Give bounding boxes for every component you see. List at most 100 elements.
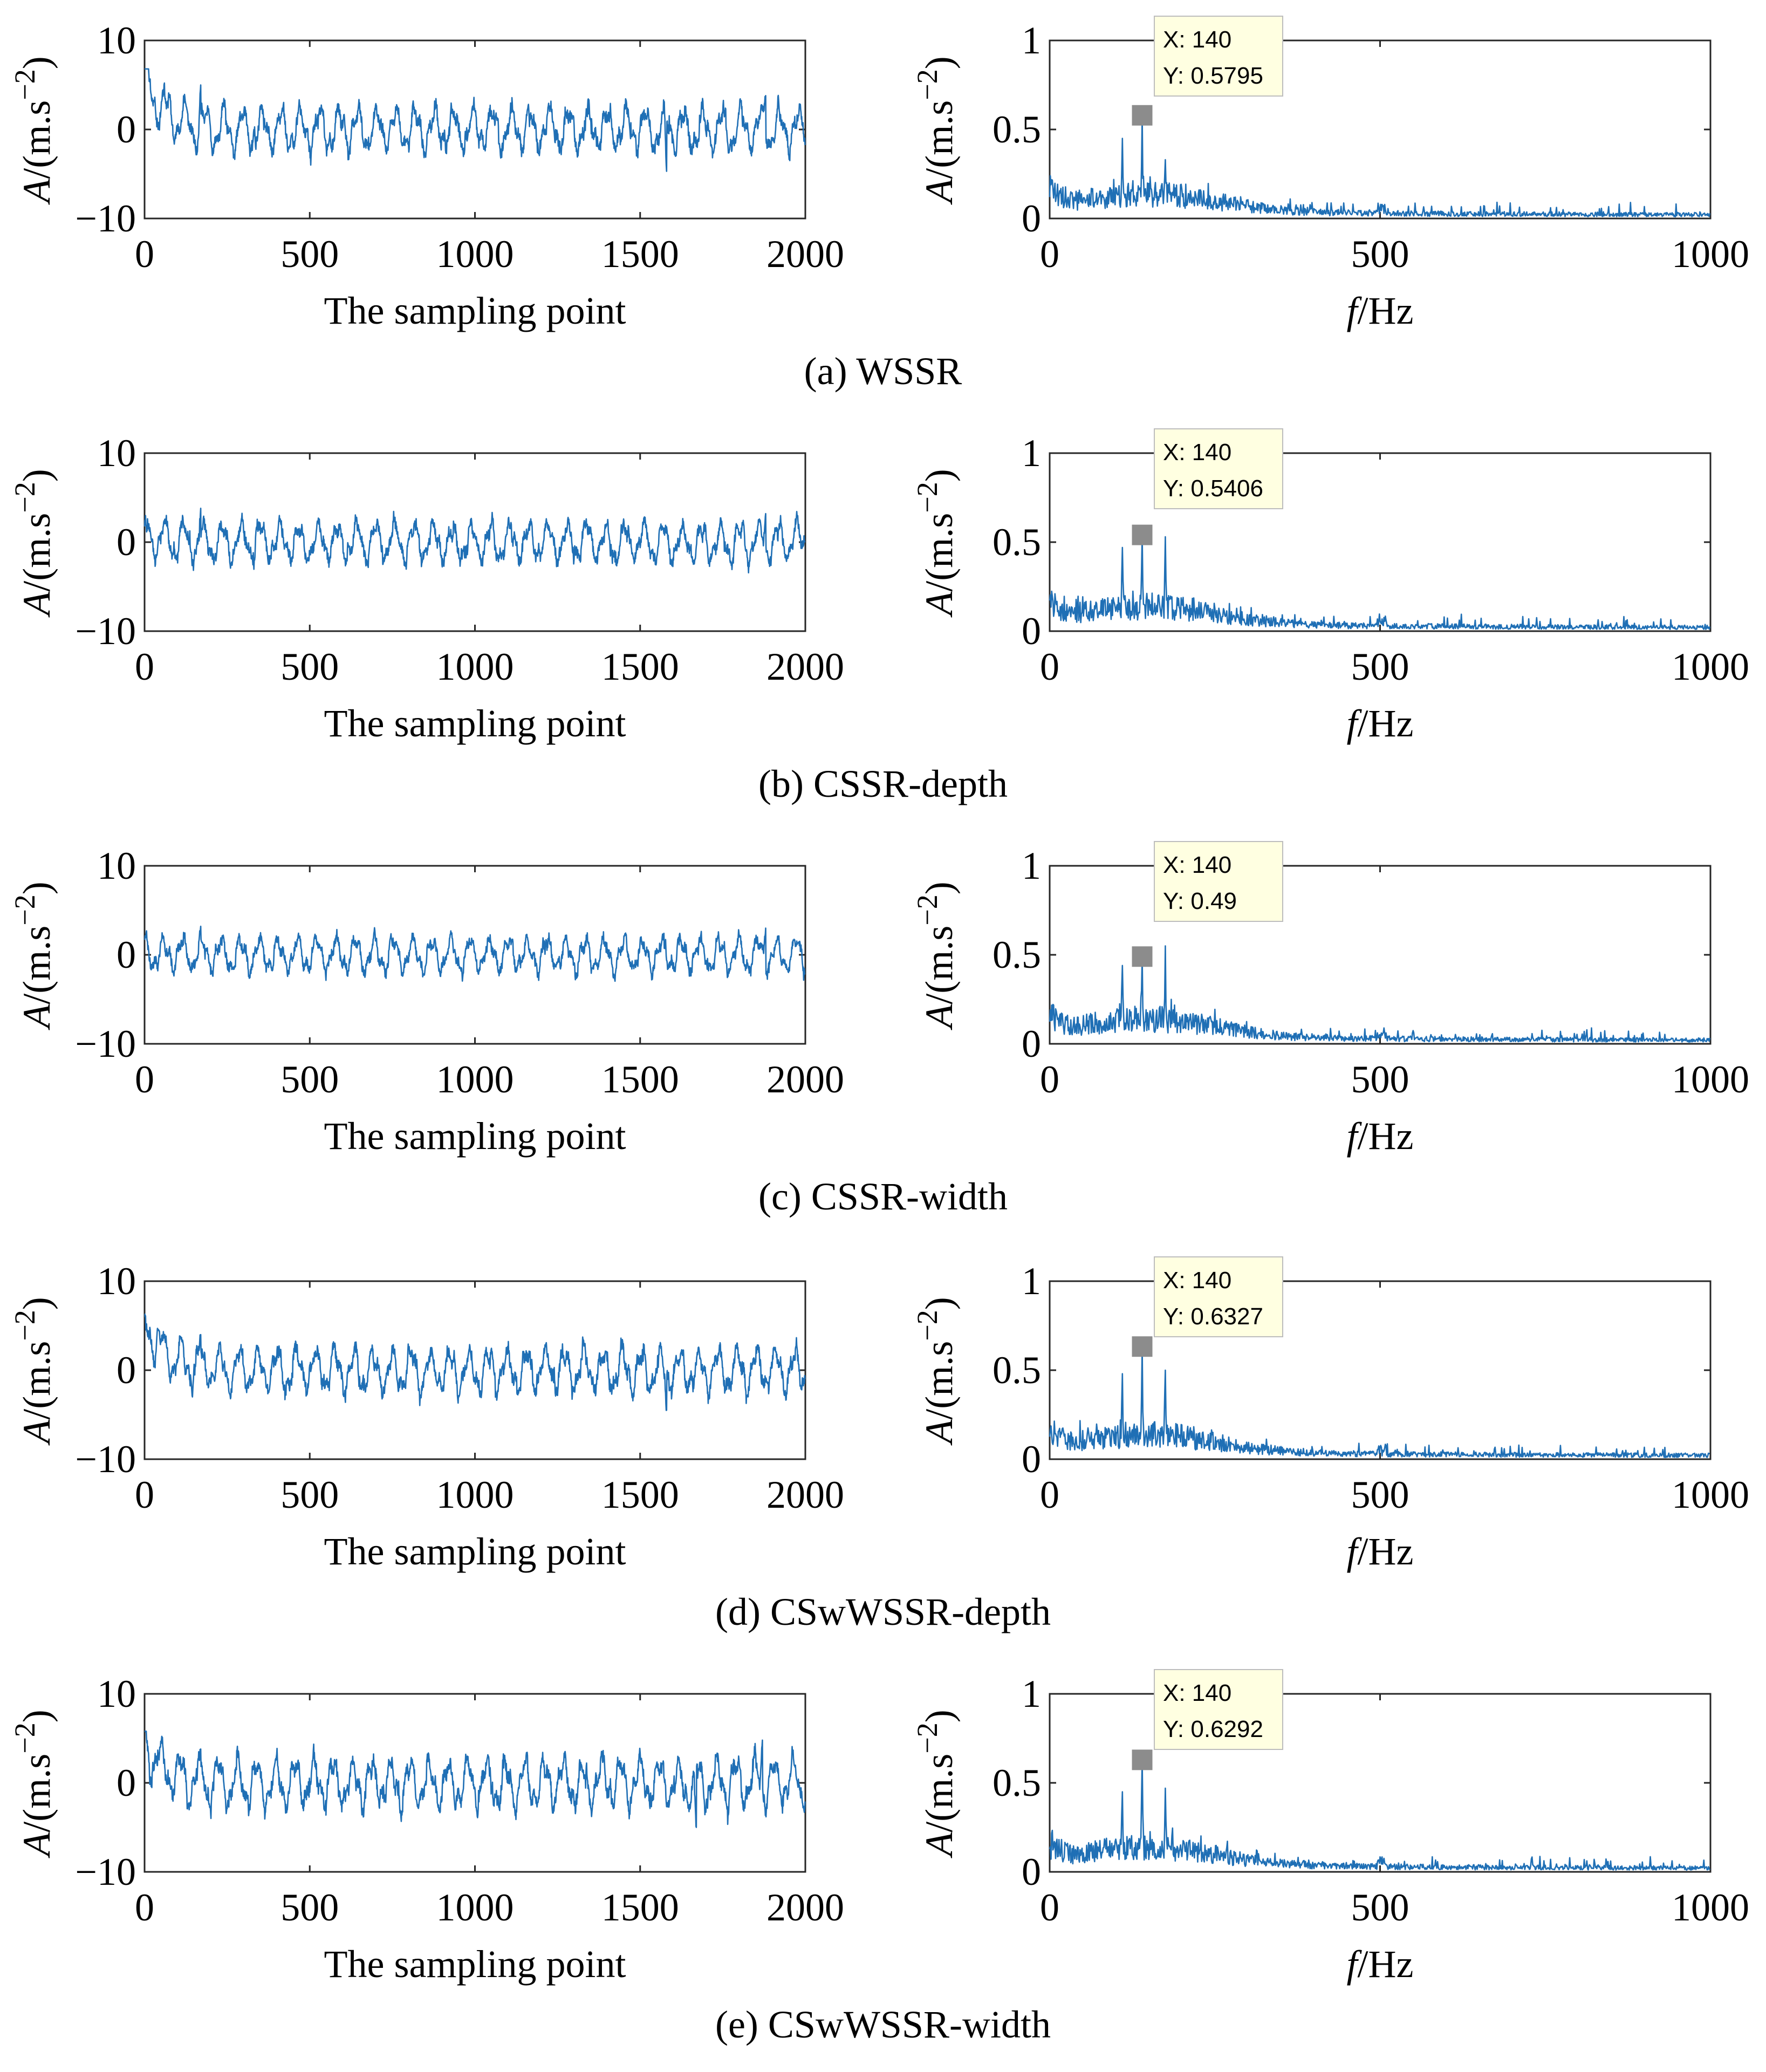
freq-ytick-label: 0 <box>1022 1850 1041 1893</box>
time-xlabel: The sampling point <box>324 1114 626 1158</box>
time-ytick-label: 0 <box>117 1761 136 1804</box>
time-ytick-label: 0 <box>117 108 136 151</box>
datatip-box <box>1154 841 1283 922</box>
time-xtick-label: 500 <box>280 645 339 688</box>
time-xtick-label: 2000 <box>766 232 844 276</box>
time-xtick-label: 500 <box>280 1886 339 1929</box>
datatip-y-text: Y: 0.6292 <box>1163 1716 1263 1742</box>
time-xlabel: The sampling point <box>324 1530 626 1573</box>
datatip[interactable]: X: 140 Y: 0.49 <box>1132 841 1283 967</box>
time-ytick-label: 10 <box>97 844 136 887</box>
spectrum-plot: 0 500 1000 0 0.5 1 f/Hz A/(m.s−2) X: 140 Y: 0.632… <box>911 1256 1749 1573</box>
time-ytick-label: 10 <box>97 19 136 62</box>
time-ytick-label: 0 <box>117 1349 136 1392</box>
freq-ylabel: A/(m.s−2) <box>911 881 961 1030</box>
time-xtick-label: 1000 <box>436 1473 514 1516</box>
freq-xtick-label: 1000 <box>1672 232 1749 276</box>
time-ytick-label: −10 <box>75 197 136 240</box>
freq-xtick-label: 0 <box>1040 1886 1059 1929</box>
time-xtick-label: 1000 <box>436 1058 514 1101</box>
freq-ytick-label: 1 <box>1022 432 1041 475</box>
freq-ytick-label: 0 <box>1022 1022 1041 1065</box>
datatip-marker[interactable] <box>1132 1336 1153 1357</box>
datatip[interactable]: X: 140 Y: 0.5406 <box>1132 428 1283 545</box>
freq-ytick-label: 1 <box>1022 1672 1041 1715</box>
freq-xtick-label: 500 <box>1351 232 1409 276</box>
time-xtick-label: 500 <box>280 232 339 276</box>
datatip-x-text: X: 140 <box>1163 1680 1231 1706</box>
time-signal-line <box>143 508 806 574</box>
spectrum-plot: 0 500 1000 0 0.5 1 f/Hz A/(m.s−2) X: 140 Y: 0.49 <box>911 841 1749 1158</box>
freq-xtick-label: 1000 <box>1672 645 1749 688</box>
datatip-x-text: X: 140 <box>1163 1267 1231 1294</box>
time-xlabel: The sampling point <box>324 1943 626 1986</box>
spectrum-plot: 0 500 1000 0 0.5 1 f/Hz A/(m.s−2) X: 140 Y: 0.629… <box>911 1669 1749 1986</box>
time-xtick-label: 1500 <box>601 645 679 688</box>
freq-ylabel: A/(m.s−2) <box>911 1709 961 1858</box>
time-signal-line <box>144 1313 806 1411</box>
freq-ylabel: A/(m.s−2) <box>911 469 961 617</box>
time-xtick-label: 0 <box>135 1058 154 1101</box>
panel-caption: (d) CSwWSSR-depth <box>715 1590 1051 1633</box>
freq-xtick-label: 0 <box>1040 1058 1059 1101</box>
time-ylabel: A/(m.s−2) <box>9 1709 58 1858</box>
datatip-marker[interactable] <box>1132 946 1153 967</box>
time-xtick-label: 1500 <box>601 1473 679 1516</box>
panel-caption: (e) CSwWSSR-width <box>715 2003 1051 2046</box>
freq-ylabel: A/(m.s−2) <box>911 56 961 204</box>
time-xtick-label: 1000 <box>436 1886 514 1929</box>
time-xtick-label: 0 <box>135 1473 154 1516</box>
time-signal-line <box>144 1731 806 1828</box>
freq-ytick-label: 1 <box>1022 1260 1041 1303</box>
datatip[interactable]: X: 140 Y: 0.6327 <box>1132 1256 1283 1357</box>
datatip-x-text: X: 140 <box>1163 852 1231 878</box>
datatip[interactable]: X: 140 Y: 0.5795 <box>1132 16 1283 126</box>
time-xtick-label: 0 <box>135 232 154 276</box>
freq-xtick-label: 1000 <box>1672 1886 1749 1929</box>
datatip-x-text: X: 140 <box>1163 26 1231 53</box>
spectrum-line <box>1049 945 1711 1043</box>
freq-xtick-label: 1000 <box>1672 1473 1749 1516</box>
time-xtick-label: 1500 <box>601 232 679 276</box>
time-xlabel: The sampling point <box>324 289 626 332</box>
time-xtick-label: 0 <box>135 1886 154 1929</box>
time-signal-line <box>143 925 806 982</box>
datatip-marker[interactable] <box>1132 1749 1153 1770</box>
time-ylabel: A/(m.s−2) <box>9 1297 58 1445</box>
freq-xtick-label: 500 <box>1351 1473 1409 1516</box>
datatip-x-text: X: 140 <box>1163 439 1231 466</box>
time-xtick-label: 0 <box>135 645 154 688</box>
time-ytick-label: −10 <box>75 1022 136 1065</box>
datatip-box <box>1154 1256 1283 1337</box>
time-xtick-label: 1000 <box>436 232 514 276</box>
datatip-y-text: Y: 0.5795 <box>1163 63 1263 89</box>
time-xlabel: The sampling point <box>324 702 626 745</box>
freq-ytick-label: 0.5 <box>992 108 1041 151</box>
datatip-box <box>1154 1669 1283 1750</box>
spectrum-plot: 0 500 1000 0 0.5 1 f/Hz A/(m.s−2) X: 140 Y: 0.579… <box>911 16 1749 332</box>
time-xtick-label: 2000 <box>766 1473 844 1516</box>
freq-ytick-label: 0.5 <box>992 521 1041 564</box>
time-ytick-label: 0 <box>117 521 136 564</box>
time-ytick-label: 0 <box>117 933 136 976</box>
freq-xtick-label: 0 <box>1040 645 1059 688</box>
spectrum-line <box>1049 114 1711 217</box>
datatip-marker[interactable] <box>1132 105 1153 126</box>
time-ytick-label: −10 <box>75 1850 136 1893</box>
datatip[interactable]: X: 140 Y: 0.6292 <box>1132 1669 1283 1770</box>
panel-caption: (a) WSSR <box>804 350 962 393</box>
freq-ytick-label: 0.5 <box>992 1349 1041 1392</box>
time-ylabel: A/(m.s−2) <box>9 469 58 617</box>
freq-xlabel: f/Hz <box>1347 1530 1414 1573</box>
freq-xlabel: f/Hz <box>1347 702 1414 745</box>
freq-ytick-label: 1 <box>1022 19 1041 62</box>
freq-xlabel: f/Hz <box>1347 1114 1414 1158</box>
datatip-marker[interactable] <box>1132 524 1153 545</box>
